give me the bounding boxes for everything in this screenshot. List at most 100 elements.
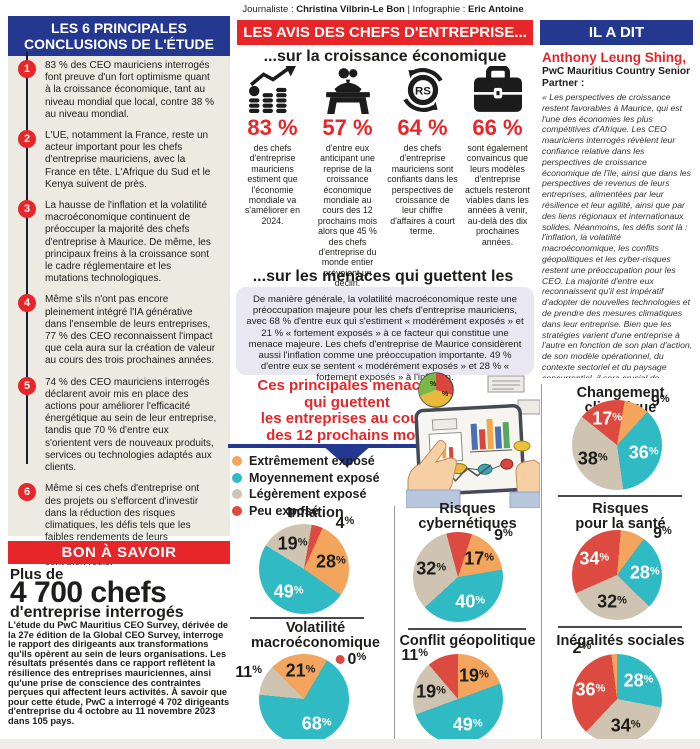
svg-text:%: % bbox=[442, 391, 449, 398]
pie-chart-geopolitical-conflict: 19% 49% 19% 11% bbox=[401, 647, 503, 744]
stat-text: des chefs d'entreprise mauriciens sont c… bbox=[387, 143, 458, 237]
businessman-desk-icon bbox=[312, 66, 383, 114]
column-divider bbox=[394, 506, 395, 739]
quote-section-title: IL A DIT bbox=[540, 20, 693, 45]
pie-slice-label: 32% bbox=[416, 558, 447, 579]
row-divider bbox=[408, 628, 526, 630]
list-item: 1 83 % des CEO mauriciens interrogés font… bbox=[18, 60, 220, 121]
legend-dot-moyen bbox=[232, 472, 242, 483]
briefcase-icon bbox=[462, 65, 533, 114]
item-number-badge: 2 bbox=[18, 130, 36, 149]
credits-journalist-label: Journaliste : bbox=[242, 4, 297, 15]
credits-journalist-name: Christina Vilbrin-Le Bon bbox=[296, 4, 405, 15]
pie-slice-label: 9% bbox=[653, 525, 672, 543]
column-divider bbox=[541, 384, 542, 739]
list-item: 5 74 % des CEO mauriciens interrogés décl… bbox=[18, 376, 220, 475]
stat-value: 64 % bbox=[397, 115, 448, 140]
pie-title-geopolitics: Conflit géopolitique bbox=[399, 633, 536, 649]
pie-title-volatility: Volatilité macroéconomique bbox=[251, 620, 380, 651]
item-number-badge: 3 bbox=[18, 200, 36, 219]
pie-slice-label: 28% bbox=[629, 562, 660, 583]
pie-slice-label: 21% bbox=[285, 660, 316, 681]
legend-dot-extreme bbox=[232, 456, 242, 466]
legend-dot-leger bbox=[232, 489, 242, 499]
item-text: 74 % des CEO mauriciens interrogés décla… bbox=[45, 376, 217, 474]
pie-slice-label: 4% bbox=[335, 514, 355, 532]
pie-chart-macro-volatility: 21% 68% 11% 0% bbox=[235, 651, 366, 744]
item-number-badge: 4 bbox=[18, 294, 36, 313]
item-number-badge: 5 bbox=[18, 376, 36, 395]
item-text: L'UE, notamment la France, reste un acte… bbox=[45, 130, 211, 190]
know-box-body: L'étude du PwC Mauritius CEO Survey, dér… bbox=[8, 620, 230, 726]
pie-slice-label: 38% bbox=[577, 448, 608, 469]
stat-economy: 83 % des chefs d'entreprise mauriciens e… bbox=[237, 66, 308, 289]
threats-body: De manière générale, la volatilité macro… bbox=[236, 287, 534, 383]
pie-slice-label: 28% bbox=[623, 670, 654, 691]
pie-chart-climate-change: 9% 36% 38% 17% bbox=[572, 393, 670, 490]
stat-value: 83 % bbox=[247, 115, 298, 140]
pie-slice-label: 40% bbox=[455, 591, 486, 612]
row-divider bbox=[558, 495, 682, 497]
timeline-line bbox=[26, 52, 28, 464]
know-box-title: BON À SAVOIR bbox=[8, 541, 230, 564]
svg-text:%: % bbox=[430, 381, 437, 388]
pie-slice-label: 34% bbox=[610, 715, 641, 736]
svg-text:RS: RS bbox=[415, 86, 431, 98]
legend-item: Peu exposé bbox=[232, 504, 380, 518]
credits: Journaliste : Christina Vilbrin-Le Bon |… bbox=[233, 4, 533, 15]
pie-slice-label: 17% bbox=[464, 548, 495, 569]
list-item: 3 La hausse de l'inflation et la volatili… bbox=[18, 200, 220, 285]
pie-slice-label: 0% bbox=[335, 651, 366, 669]
pie-title-inflation: Inflation bbox=[287, 505, 344, 521]
pie-slice-label: 32% bbox=[597, 591, 627, 612]
bottom-edge-strip bbox=[0, 739, 700, 749]
pie-slice-label: 36% bbox=[628, 442, 659, 463]
row-divider bbox=[558, 626, 682, 628]
left-panel-background bbox=[8, 16, 230, 536]
stat-text: d'entre eux anticipant une reprise de la… bbox=[317, 143, 378, 289]
opinions-subtitle: ...sur la croissance économique bbox=[263, 48, 507, 65]
stat-recovery: 57 % d'entre eux anticipant une reprise … bbox=[312, 66, 383, 289]
item-number-badge: 1 bbox=[18, 60, 36, 78]
legend-item: Extrêmement exposé bbox=[232, 454, 380, 468]
credits-infographic-label: | Infographie : bbox=[404, 4, 469, 15]
item-text: La hausse de l'inflation et la volatilit… bbox=[45, 200, 211, 285]
stat-text: sont également convaincus que leurs modè… bbox=[464, 143, 531, 247]
pie-title-cyber: Risques cybernétiques bbox=[418, 501, 517, 532]
legend-label: Extrêmement exposé bbox=[249, 454, 375, 468]
know-box-line1: Plus de bbox=[10, 566, 64, 583]
pie-slice-label: 49% bbox=[452, 714, 483, 735]
opinions-title: LES AVIS DES CHEFS D'ENTREPRISE... bbox=[237, 20, 533, 45]
pie-slice-label: 19% bbox=[277, 533, 308, 554]
item-text: 83 % des CEO mauriciens interrogés font … bbox=[45, 60, 214, 120]
pie-slice-label: 19% bbox=[459, 665, 489, 686]
left-panel-title: LES 6 PRINCIPALES CONCLUSIONS DE L'ÉTUDE bbox=[8, 16, 230, 56]
stat-value: 57 % bbox=[322, 115, 373, 140]
stats-row: 83 % des chefs d'entreprise mauriciens e… bbox=[237, 65, 533, 289]
list-item: 2 L'UE, notamment la France, reste un act… bbox=[18, 130, 220, 191]
quote-author-role: PwC Mauritius Country Senior Partner : bbox=[542, 66, 691, 89]
pie-slice-label: 9% bbox=[650, 392, 670, 410]
know-box-line3: d'entreprise interrogés bbox=[10, 604, 184, 621]
know-box-line2: 4 700 chefs bbox=[10, 576, 167, 609]
exposure-legend: Extrêmement exposé Moyennement exposé Lé… bbox=[232, 454, 380, 520]
list-item: 4 Même s'ils n'ont pas encore pleinement … bbox=[18, 294, 220, 367]
pie-chart-social-inequality: 28% 34% 36% 2% bbox=[572, 640, 662, 744]
legend-item: Légèrement exposé bbox=[232, 487, 380, 501]
title-underline-chevron bbox=[228, 444, 466, 467]
pie-slice-label: 11% bbox=[401, 646, 429, 664]
item-text: Même s'ils n'ont pas encore pleinement i… bbox=[45, 294, 216, 367]
legend-dot-peu bbox=[232, 505, 242, 516]
pie-slice-label: 68% bbox=[301, 713, 332, 734]
pie-slice-label: 2% bbox=[572, 639, 592, 657]
pie-chart-cyber-risks: 9% 17% 40% 32% bbox=[413, 527, 513, 622]
conclusions-list: 1 83 % des CEO mauriciens interrogés font… bbox=[18, 60, 220, 578]
legend-label: Moyennement exposé bbox=[249, 470, 380, 485]
item-number-badge: 6 bbox=[18, 483, 36, 502]
rupee-cycle-icon: RS bbox=[387, 66, 458, 114]
pie-slice-label: 49% bbox=[273, 581, 304, 602]
legend-item: Moyennement exposé bbox=[232, 471, 380, 485]
pie-slice-label: 36% bbox=[575, 679, 606, 700]
row-divider bbox=[250, 617, 364, 619]
